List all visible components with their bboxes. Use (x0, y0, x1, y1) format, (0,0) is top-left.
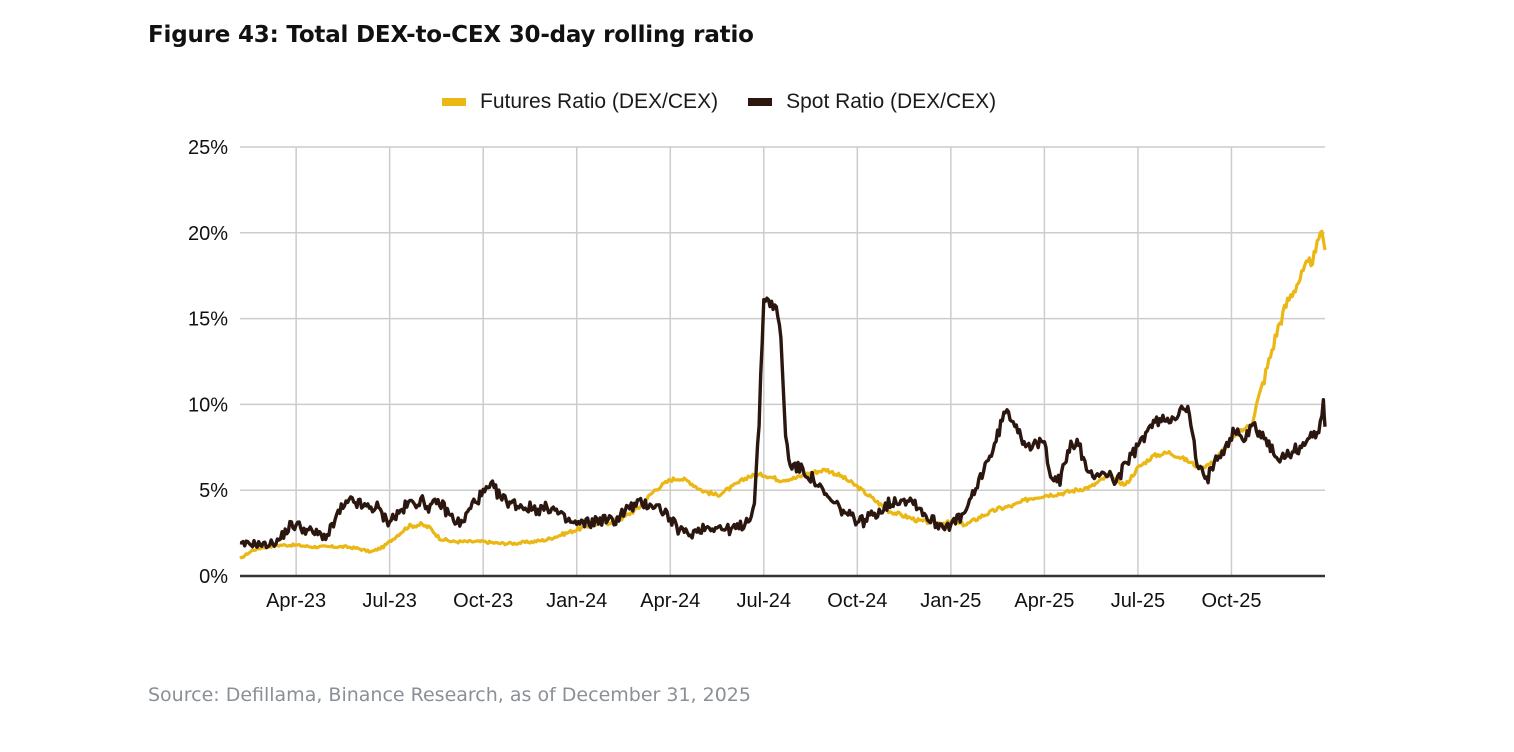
y-tick-label: 0% (199, 566, 228, 588)
x-tick-label: Oct-25 (1201, 590, 1261, 612)
series-lines (239, 229, 1327, 560)
y-tick-label: 25% (188, 137, 228, 159)
y-axis-labels: 0% 5% 10% 15% 20% 25% (188, 137, 228, 588)
x-tick-label: Oct-23 (453, 590, 513, 612)
y-tick-label: 15% (188, 309, 228, 331)
legend-swatch-futures (442, 98, 466, 106)
x-tick-label: Apr-23 (266, 590, 326, 612)
x-axis-labels: Apr-23 Jul-23 Oct-23 Jan-24 Apr-24 Jul-24 Oct-… (266, 590, 1261, 612)
gridlines (240, 146, 1325, 576)
legend-item-spot: Spot Ratio (DEX/CEX) (748, 90, 996, 114)
x-tick-label: Jul-25 (1111, 590, 1165, 612)
figure-title: Figure 43: Total DEX-to-CEX 30-day rolli… (148, 22, 754, 48)
spot-ratio-line (239, 296, 1327, 550)
futures-ratio-line (239, 229, 1327, 560)
legend-label-spot: Spot Ratio (DEX/CEX) (786, 90, 997, 113)
chart-legend: Futures Ratio (DEX/CEX) Spot Ratio (DEX/… (442, 90, 996, 114)
y-tick-label: 5% (199, 480, 228, 502)
y-tick-label: 20% (188, 223, 228, 245)
x-tick-label: Jan-25 (920, 590, 981, 612)
x-tick-label: Jan-24 (546, 590, 607, 612)
legend-label-futures: Futures Ratio (DEX/CEX) (480, 90, 719, 113)
x-tick-label: Jul-23 (362, 590, 416, 612)
source-note: Source: Defillama, Binance Research, as … (148, 684, 751, 706)
legend-swatch-spot (748, 98, 773, 106)
x-tick-label: Apr-24 (640, 590, 700, 612)
x-tick-label: Jul-24 (737, 590, 791, 612)
x-tick-label: Oct-24 (827, 590, 887, 612)
legend-item-futures: Futures Ratio (DEX/CEX) (442, 90, 718, 114)
x-tick-label: Apr-25 (1014, 590, 1074, 612)
y-tick-label: 10% (188, 394, 228, 416)
